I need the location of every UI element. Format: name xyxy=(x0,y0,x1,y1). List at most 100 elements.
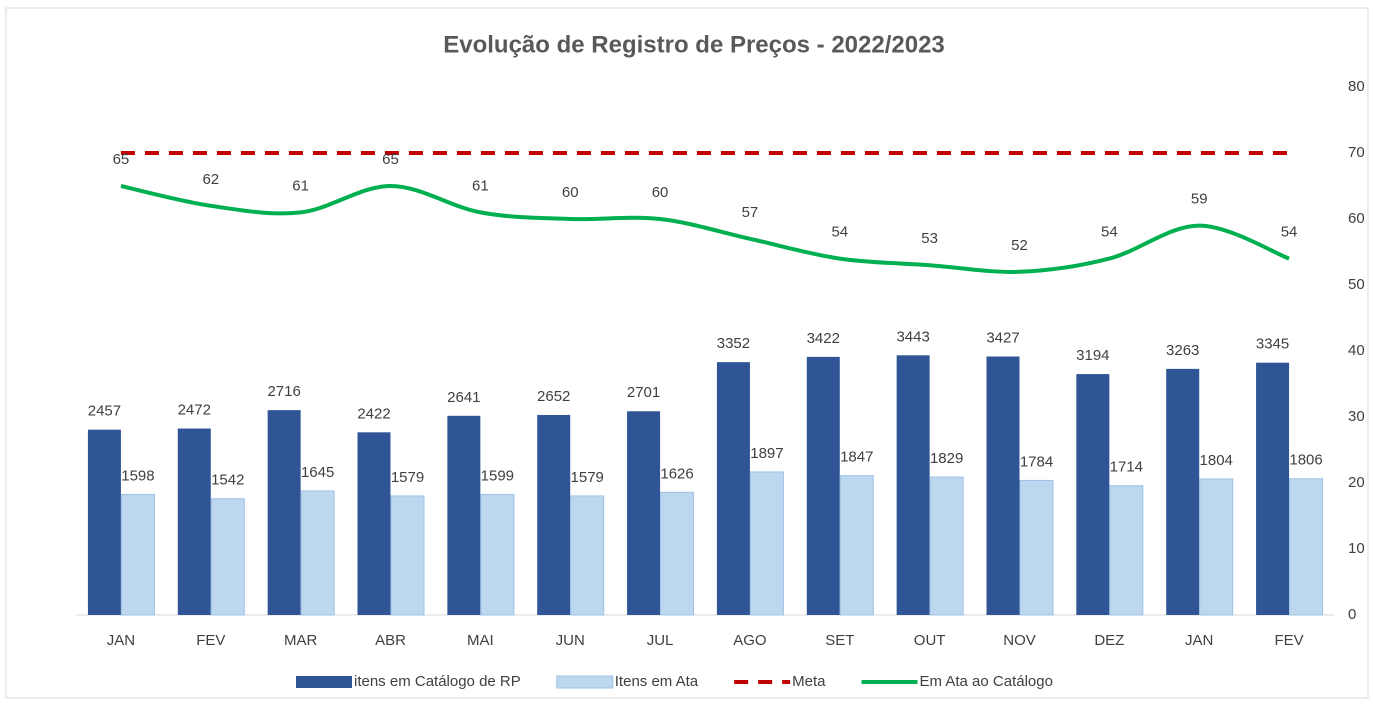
bar-label: 1829 xyxy=(930,450,963,467)
bar xyxy=(749,471,784,616)
bar-label: 3352 xyxy=(717,335,750,352)
line-label: 65 xyxy=(113,151,130,168)
y2-tick-label: 60 xyxy=(1348,210,1365,227)
bar-label: 3443 xyxy=(896,328,929,345)
line-label: 54 xyxy=(1101,224,1118,241)
x-tick-label: JAN xyxy=(1185,632,1213,649)
x-tick-label: ABR xyxy=(375,632,406,649)
legend-label: Em Ata ao Catálogo xyxy=(920,673,1053,690)
bar-label: 2457 xyxy=(88,403,121,420)
bar xyxy=(480,493,515,616)
bar xyxy=(716,362,750,615)
bar-label: 1804 xyxy=(1200,452,1233,469)
bar-label: 2422 xyxy=(357,405,390,422)
x-tick-label: MAR xyxy=(284,632,318,649)
line xyxy=(120,183,1290,274)
legend-label: Meta xyxy=(792,673,826,690)
bar-label: 1714 xyxy=(1110,459,1143,476)
bar-label: 3345 xyxy=(1256,336,1289,353)
legend-label: itens em Catálogo de RP xyxy=(354,673,521,690)
bar xyxy=(1199,478,1234,616)
bar xyxy=(390,495,425,616)
bar-label: 1579 xyxy=(571,469,604,486)
bar-label: 2701 xyxy=(627,384,660,401)
bar xyxy=(660,491,695,616)
line-label: 61 xyxy=(472,177,489,194)
bar xyxy=(1289,478,1324,616)
x-tick-label: OUT xyxy=(914,632,946,649)
bar xyxy=(929,476,964,616)
y2-tick-label: 80 xyxy=(1348,78,1365,95)
y2-tick-label: 30 xyxy=(1348,408,1365,425)
x-tick-label: FEV xyxy=(196,632,225,649)
bar-label: 2652 xyxy=(537,388,570,405)
y2-tick-label: 50 xyxy=(1348,276,1365,293)
bar xyxy=(1019,479,1054,616)
bar xyxy=(627,411,661,615)
x-tick-label: AGO xyxy=(733,632,766,649)
x-tick-label: FEV xyxy=(1274,632,1303,649)
bar xyxy=(87,429,121,615)
bar xyxy=(300,490,335,616)
y2-tick-label: 40 xyxy=(1348,342,1365,359)
legend-swatch xyxy=(556,675,614,689)
bar-label: 3263 xyxy=(1166,342,1199,359)
bar xyxy=(570,495,605,616)
line-label: 57 xyxy=(742,204,759,221)
bar-label: 1542 xyxy=(211,472,244,489)
bar xyxy=(267,410,301,615)
bar-label: 3194 xyxy=(1076,347,1109,364)
bar xyxy=(986,356,1020,615)
bar xyxy=(1166,368,1200,615)
y2-tick-label: 70 xyxy=(1348,144,1365,161)
bar xyxy=(896,355,930,615)
bar xyxy=(537,414,571,615)
bar-label: 2472 xyxy=(178,402,211,419)
chart-title: Evolução de Registro de Preços - 2022/20… xyxy=(443,31,945,58)
legend-swatch xyxy=(296,676,352,688)
x-tick-label: MAI xyxy=(467,632,494,649)
bar xyxy=(806,356,840,615)
line-label: 53 xyxy=(921,230,938,247)
bar-label: 1579 xyxy=(391,469,424,486)
y2-tick-label: 10 xyxy=(1348,540,1365,557)
line-label: 60 xyxy=(652,184,669,201)
x-tick-label: SET xyxy=(825,632,854,649)
legend-label: Itens em Ata xyxy=(615,673,699,690)
bar-label: 1897 xyxy=(750,445,783,462)
bar xyxy=(447,415,481,615)
bar-label: 3422 xyxy=(807,330,840,347)
bar xyxy=(357,432,391,615)
line-label: 65 xyxy=(382,151,399,168)
bar xyxy=(1109,485,1144,616)
bar-label: 1847 xyxy=(840,449,873,466)
y2-tick-label: 20 xyxy=(1348,474,1365,491)
bar xyxy=(1256,362,1290,615)
bar-label: 2641 xyxy=(447,389,480,406)
bar-label: 3427 xyxy=(986,329,1019,346)
line-label: 59 xyxy=(1191,191,1208,208)
line-label: 60 xyxy=(562,184,579,201)
bar-label: 1784 xyxy=(1020,453,1053,470)
bar-label: 1626 xyxy=(660,465,693,482)
line-label: 61 xyxy=(292,177,309,194)
line-label: 54 xyxy=(831,224,848,241)
bar xyxy=(839,475,874,616)
bar-label: 1599 xyxy=(481,467,514,484)
bar-label: 1645 xyxy=(301,464,334,481)
x-tick-label: DEZ xyxy=(1094,632,1124,649)
bar xyxy=(1076,374,1110,615)
bar xyxy=(177,428,211,615)
bar-label: 1598 xyxy=(121,467,154,484)
bar-label: 1806 xyxy=(1289,452,1322,469)
x-tick-label: JAN xyxy=(107,632,135,649)
line-label: 52 xyxy=(1011,237,1028,254)
bar xyxy=(120,493,155,616)
x-tick-label: JUL xyxy=(647,632,674,649)
bar xyxy=(210,498,245,616)
x-tick-label: JUN xyxy=(556,632,585,649)
bar-label: 2716 xyxy=(267,383,300,400)
y2-tick-label: 0 xyxy=(1348,606,1356,623)
line-label: 62 xyxy=(202,171,219,188)
